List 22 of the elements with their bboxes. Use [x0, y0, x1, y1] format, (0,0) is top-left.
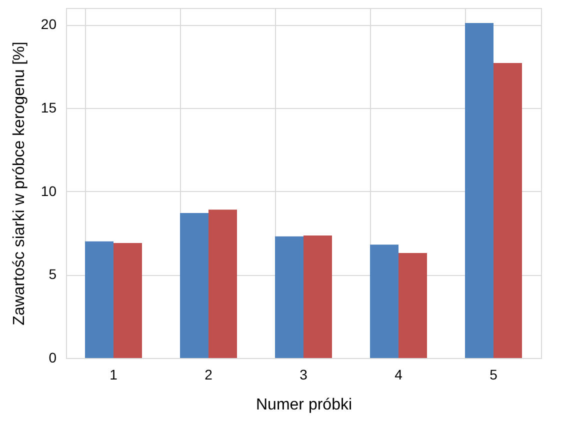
y-tick-label: 5	[48, 266, 57, 282]
y-tick-label: 20	[40, 16, 57, 32]
bar	[180, 213, 208, 358]
bar	[398, 253, 427, 358]
bar	[275, 236, 304, 358]
y-tick-label: 10	[40, 182, 57, 199]
bar	[208, 210, 237, 358]
x-tick-label: 3	[300, 366, 308, 382]
x-tick-label: 5	[490, 366, 498, 382]
bar	[304, 236, 332, 358]
bar	[85, 241, 114, 358]
x-tick-label: 4	[394, 366, 403, 382]
bar	[465, 23, 494, 358]
bar	[114, 243, 142, 358]
y-axis-title: Zawartośc siarki w próbce kerogenu [%]	[10, 42, 28, 326]
y-tick-label: 0	[48, 350, 57, 366]
x-tick-label: 1	[110, 366, 118, 382]
bar	[370, 244, 398, 358]
bar	[494, 63, 522, 358]
x-tick-label: 2	[204, 366, 213, 382]
y-tick-label: 15	[40, 100, 57, 116]
x-axis-title: Numer próbki	[256, 396, 352, 414]
